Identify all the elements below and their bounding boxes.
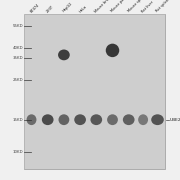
- Ellipse shape: [91, 114, 102, 125]
- Ellipse shape: [138, 114, 148, 125]
- Text: HeLa: HeLa: [78, 4, 87, 14]
- Text: 35KD: 35KD: [13, 57, 23, 60]
- Ellipse shape: [123, 114, 134, 125]
- Text: Mouse brain: Mouse brain: [94, 0, 113, 14]
- Ellipse shape: [106, 44, 119, 57]
- Text: 25KD: 25KD: [13, 78, 23, 82]
- Ellipse shape: [74, 114, 86, 125]
- Text: 10KD: 10KD: [13, 150, 23, 154]
- Text: 293T: 293T: [46, 4, 55, 14]
- Text: Rat spleen: Rat spleen: [156, 0, 172, 14]
- Text: Rat liver: Rat liver: [141, 0, 155, 14]
- Ellipse shape: [42, 114, 54, 125]
- Text: 40KD: 40KD: [13, 46, 23, 50]
- Text: UBE2V1: UBE2V1: [169, 118, 180, 122]
- Bar: [24, 14, 165, 169]
- Ellipse shape: [58, 114, 69, 125]
- Text: 15KD: 15KD: [13, 118, 23, 122]
- Bar: [24, 14, 165, 169]
- Text: Mouse pancreas: Mouse pancreas: [111, 0, 134, 14]
- Ellipse shape: [151, 114, 164, 125]
- Ellipse shape: [58, 50, 70, 60]
- Ellipse shape: [27, 114, 36, 125]
- Text: Mouse spinal cord: Mouse spinal cord: [127, 0, 153, 14]
- Text: BT474: BT474: [30, 3, 40, 13]
- Text: 55KD: 55KD: [13, 24, 23, 28]
- Ellipse shape: [107, 114, 118, 125]
- Text: HepG2: HepG2: [62, 2, 74, 14]
